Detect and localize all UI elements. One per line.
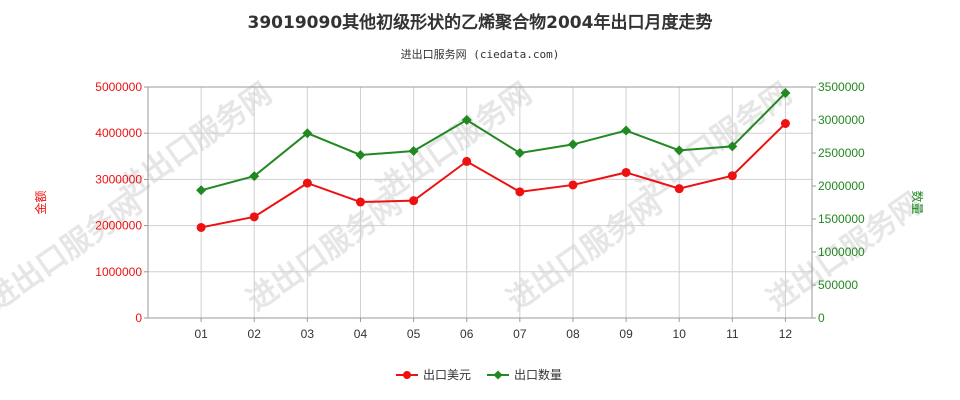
data-point-circle bbox=[355, 197, 365, 207]
x-tick-label: 08 bbox=[566, 327, 580, 341]
data-point-diamond bbox=[408, 146, 419, 157]
data-point-circle bbox=[515, 187, 525, 197]
data-point-diamond bbox=[355, 149, 366, 160]
x-tick-label: 11 bbox=[726, 327, 739, 341]
legend-label-2: 出口数量 bbox=[514, 367, 562, 382]
x-tick-label: 07 bbox=[513, 327, 527, 341]
tick-labels: 0100000020000003000000400000050000000500… bbox=[33, 80, 925, 341]
right-tick-label: 3000000 bbox=[818, 113, 865, 127]
data-point-circle bbox=[621, 167, 631, 177]
data-point-diamond bbox=[780, 87, 791, 98]
left-tick-label: 0 bbox=[135, 311, 142, 325]
right-tick-label: 1500000 bbox=[818, 212, 865, 226]
right-tick-label: 2000000 bbox=[818, 179, 865, 193]
data-point-circle bbox=[409, 196, 419, 206]
left-tick-label: 4000000 bbox=[95, 126, 142, 140]
data-point-circle bbox=[462, 156, 472, 166]
data-point-diamond bbox=[461, 115, 472, 125]
watermark-text: 进出口服务网 bbox=[0, 186, 148, 318]
x-tick-label: 09 bbox=[619, 327, 633, 341]
x-tick-label: 01 bbox=[194, 327, 208, 341]
data-point-diamond bbox=[674, 145, 685, 156]
legend-label-1: 出口美元 bbox=[423, 368, 471, 382]
left-axis-title: 金额 bbox=[33, 190, 48, 214]
data-point-diamond bbox=[302, 128, 313, 139]
watermark-text: 进出口服务网 bbox=[501, 186, 669, 318]
data-point-diamond bbox=[514, 148, 525, 158]
x-tick-label: 10 bbox=[673, 327, 687, 341]
left-tick-label: 3000000 bbox=[95, 172, 142, 186]
data-point-diamond bbox=[621, 125, 632, 136]
x-tick-label: 02 bbox=[248, 327, 262, 341]
data-point-diamond bbox=[727, 141, 738, 152]
right-tick-label: 500000 bbox=[818, 278, 858, 292]
right-tick-label: 0 bbox=[818, 311, 825, 325]
data-point-circle bbox=[568, 180, 578, 190]
left-tick-label: 2000000 bbox=[95, 219, 142, 233]
data-point-circle bbox=[674, 184, 684, 194]
series-line-2 bbox=[200, 92, 787, 192]
axes bbox=[147, 86, 813, 319]
x-tick-label: 12 bbox=[779, 327, 793, 341]
right-axis-title: 数量 bbox=[910, 190, 925, 214]
legend-marker-circle bbox=[403, 371, 411, 379]
chart-subtitle: 进出口服务网 (ciedata.com) bbox=[400, 48, 560, 61]
data-point-circle bbox=[780, 118, 790, 128]
watermark-text: 进出口服务网 bbox=[241, 186, 409, 318]
data-point-circle bbox=[727, 171, 737, 181]
series-line-1 bbox=[200, 122, 787, 229]
x-tick-label: 04 bbox=[354, 327, 368, 341]
legend-marker-diamond bbox=[493, 370, 503, 380]
x-tick-label: 05 bbox=[407, 327, 421, 341]
watermark-text: 进出口服务网 bbox=[111, 76, 279, 208]
right-tick-label: 1000000 bbox=[818, 245, 865, 259]
data-point-diamond bbox=[196, 185, 207, 196]
series-layer bbox=[196, 87, 791, 232]
right-tick-label: 2500000 bbox=[818, 146, 865, 160]
right-tick-label: 3500000 bbox=[818, 80, 865, 94]
data-point-diamond bbox=[249, 171, 260, 182]
x-tick-label: 03 bbox=[301, 327, 315, 341]
data-point-circle bbox=[249, 212, 259, 222]
data-point-diamond bbox=[567, 139, 578, 150]
chart-title: 39019090其他初级形状的乙烯聚合物2004年出口月度走势 bbox=[247, 13, 713, 33]
legend: 出口美元 出口数量 bbox=[396, 367, 562, 382]
x-tick-label: 06 bbox=[460, 327, 474, 341]
left-tick-label: 5000000 bbox=[95, 80, 142, 94]
data-point-circle bbox=[302, 178, 312, 188]
data-point-circle bbox=[196, 222, 206, 232]
left-tick-label: 1000000 bbox=[95, 265, 142, 279]
